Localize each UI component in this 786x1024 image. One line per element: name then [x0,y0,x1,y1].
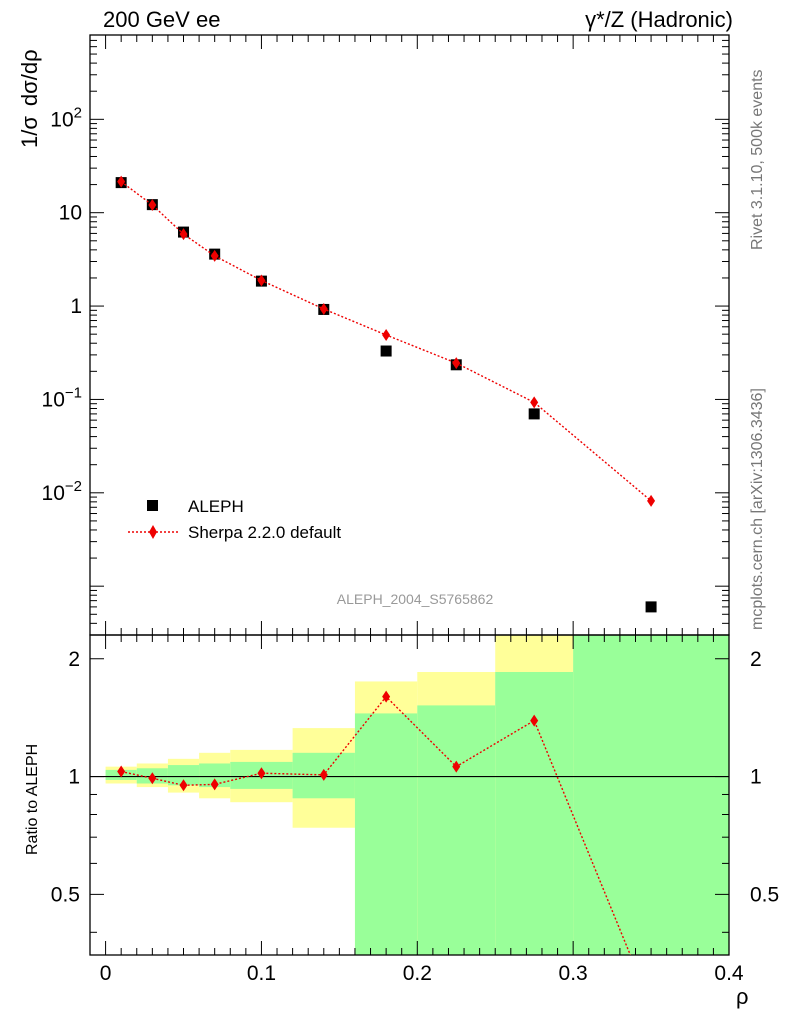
x-tick-label: 0 [100,962,112,985]
ratio-y-tick-label-right: 1 [750,766,762,789]
ratio-sherpa-point [452,760,461,773]
sherpa-point [117,175,126,188]
y-tick-label: 10−1 [42,384,82,411]
x-tick-label: 0.2 [403,962,432,985]
aleph-point [380,345,392,357]
ratio-sherpa-line [121,695,632,955]
ratio-y-tick-label: 1 [68,766,80,789]
sherpa-point [647,494,656,507]
left-title: 200 GeV ee [103,7,220,32]
ratio-y-tick-label: 2 [68,648,80,671]
main-ylabel: 1/σ dσ/dρ [17,49,42,148]
main-frame [89,34,730,636]
ratio-sherpa-point [257,767,266,780]
ratio-ylabel: Ratio to ALEPH [24,744,41,855]
ratio-sherpa-point [148,772,157,785]
ratio-sherpa-point [210,778,219,791]
ratio-frame [89,634,730,956]
sherpa-point [530,396,539,409]
band-1sigma [495,672,574,955]
sherpa-point [257,274,266,287]
band-1sigma [573,635,729,955]
x-tick-label: 0.3 [559,962,588,985]
ratio-plot-axes: 0 0.1 0.2 0.3 0.4 0.5 0.5 1 1 2 2 [51,634,779,985]
analysis-watermark: ALEPH_2004_S5765862 [337,591,494,607]
sherpa-point [382,328,391,341]
ratio-sherpa-point [179,779,188,792]
ratio-y-tick-label-right: 2 [750,648,762,671]
legend-data-label: ALEPH [188,497,244,516]
right-title: γ*/Z (Hadronic) [585,7,733,32]
sherpa-point [319,303,328,316]
legend: ALEPH Sherpa 2.2.0 default [128,497,341,542]
aleph-point [645,601,657,613]
ratio-plot-series [117,690,632,955]
sherpa-point [179,228,188,241]
band-1sigma [167,765,200,786]
x-tick-label: 0.1 [247,962,276,985]
uncertainty-bands [105,635,729,955]
ratio-y-tick-label: 0.5 [51,883,80,906]
x-axis-title: ρ [736,984,749,1009]
ratio-sherpa-point [382,690,391,703]
main-ylabel-norm: 1/σ [17,116,42,148]
band-1sigma [417,705,496,955]
main-ylabel-deriv: dσ/dρ [17,49,42,106]
sherpa-line [120,181,652,502]
y-tick-label: 10 [59,202,82,225]
legend-data-marker [147,500,158,511]
y-tick-label: 102 [50,104,82,131]
ratio-sherpa-point [530,714,539,727]
ratio-sherpa-point [117,765,126,778]
ratio-y-tick-label-right: 0.5 [750,883,779,906]
rivet-label: Rivet 3.1.10, 500k events [749,69,766,250]
band-1sigma [199,763,231,788]
aleph-point [528,408,540,420]
y-tick-label: 10−2 [42,478,82,505]
band-1sigma [354,713,418,955]
main-plot-axes: 10−2 10−1 1 10 102 [42,34,730,636]
main-plot-series [115,175,657,613]
legend-mc-marker [149,525,157,539]
y-tick-label: 1 [70,295,82,318]
mcplots-label: mcplots.cern.ch [arXiv:1306.3436] [749,388,766,630]
sherpa-point [210,249,219,262]
ratio-sherpa-point [319,768,328,781]
sherpa-point [148,198,157,211]
sherpa-point [452,357,461,370]
x-tick-label: 0.4 [714,962,744,985]
legend-mc-label: Sherpa 2.2.0 default [188,523,341,542]
